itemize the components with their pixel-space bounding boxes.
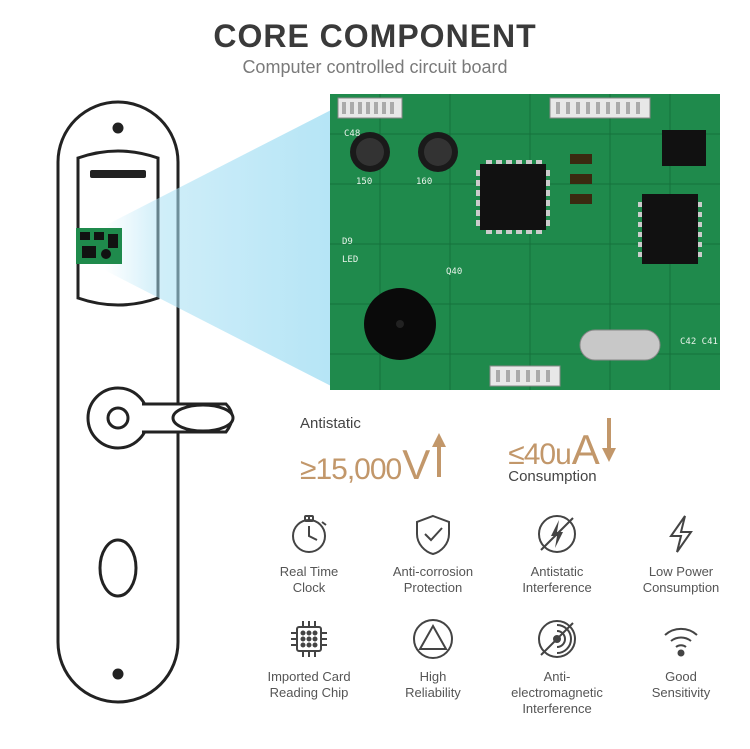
feature-label: AntistaticInterference — [522, 564, 591, 597]
feature-grid: Real TimeClock Anti-corrosionProtection … — [250, 510, 740, 717]
feature-label: Real TimeClock — [280, 564, 339, 597]
clock-icon — [285, 510, 333, 558]
svg-text:LED: LED — [342, 255, 358, 265]
svg-text:150: 150 — [356, 177, 372, 187]
spec-stats: Antistatic ≥15,000 V ≤40u A Consumption — [300, 416, 730, 496]
stat-antistatic: Antistatic ≥15,000 V — [300, 416, 448, 496]
feature-label: GoodSensitivity — [652, 669, 711, 702]
feature-label: HighReliability — [405, 669, 461, 702]
chip-icon — [285, 615, 333, 663]
triangle-icon — [409, 615, 457, 663]
arrow-up-icon — [430, 431, 448, 479]
svg-text:160: 160 — [416, 177, 432, 187]
circuit-board-photo: C48 150 160 D9 LED Q40 C42 C41 — [330, 94, 720, 390]
arrow-down-icon — [600, 416, 618, 464]
feature-emi: Anti-electromagneticInterference — [498, 615, 616, 718]
page-title: CORE COMPONENT — [0, 18, 750, 55]
svg-text:Q40: Q40 — [446, 267, 462, 277]
svg-text:D9: D9 — [342, 237, 353, 247]
feature-label: Low PowerConsumption — [643, 564, 720, 597]
feature-sensitivity: GoodSensitivity — [622, 615, 740, 718]
stat-label: Antistatic — [300, 416, 448, 431]
feature-shield: Anti-corrosionProtection — [374, 510, 492, 597]
stat-sublabel: Consumption — [508, 468, 618, 485]
header: CORE COMPONENT Computer controlled circu… — [0, 0, 750, 78]
wifi-icon — [657, 615, 705, 663]
mini-pcb — [76, 228, 122, 264]
feature-label: Anti-corrosionProtection — [393, 564, 473, 597]
svg-text:C42 C41: C42 C41 — [680, 337, 718, 347]
svg-text:C48: C48 — [344, 129, 360, 139]
emi-icon — [533, 615, 581, 663]
feature-clock: Real TimeClock — [250, 510, 368, 597]
bolt-icon — [657, 510, 705, 558]
feature-antistatic: AntistaticInterference — [498, 510, 616, 597]
feature-reliability: HighReliability — [374, 615, 492, 718]
feature-label: Imported CardReading Chip — [267, 669, 350, 702]
stat-consumption: ≤40u A Consumption — [508, 416, 618, 496]
antistatic-icon — [533, 510, 581, 558]
feature-bolt: Low PowerConsumption — [622, 510, 740, 597]
shield-icon — [409, 510, 457, 558]
feature-label: Anti-electromagneticInterference — [502, 669, 612, 718]
main-graphic: C48 150 160 D9 LED Q40 C42 C41 Antistatic … — [0, 78, 750, 708]
page-subtitle: Computer controlled circuit board — [0, 57, 750, 78]
feature-chip: Imported CardReading Chip — [250, 615, 368, 718]
